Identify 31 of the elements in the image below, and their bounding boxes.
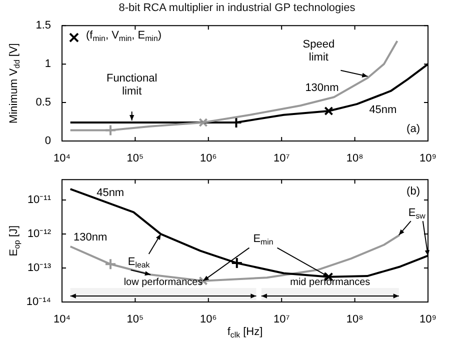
y-tick-label: 10⁻¹⁴: [26, 296, 52, 308]
x-tick-label: 10⁵: [126, 314, 144, 326]
y-tick-label: 0: [44, 135, 51, 148]
x-tick-label: 10⁴: [54, 152, 71, 165]
series-label: 45nm: [369, 104, 397, 116]
x-tick-label: 10⁹: [420, 314, 436, 326]
y-tick-label: 10⁻¹¹: [27, 194, 52, 206]
x-tick-label: 10⁷: [273, 152, 290, 165]
y-tick-label: 10⁻¹²: [27, 228, 52, 240]
annotation: Speed limit: [302, 38, 335, 64]
band-label: mid performances: [290, 276, 370, 288]
x-tick-label: 10⁸: [346, 314, 364, 326]
band-label: low performances: [124, 276, 203, 288]
series-label: 130nm: [74, 232, 108, 244]
x-tick-label: 10⁶: [200, 152, 217, 165]
y-tick-label: 1.5: [36, 20, 51, 32]
x-tick-label: 10⁵: [126, 152, 144, 165]
x-tick-label: 10⁴: [54, 314, 71, 326]
x-tick-label: 10⁶: [200, 314, 217, 326]
chart-title: 8-bit RCA multiplier in industrial GP technologies: [118, 1, 356, 16]
annotation: Functional limit: [106, 72, 158, 98]
x-tick-label: 10⁷: [273, 314, 290, 326]
y-tick-label: 10⁻¹³: [27, 262, 52, 274]
series-label: 45nm: [96, 187, 124, 200]
x-tick-label: 10⁹: [420, 152, 436, 165]
annotation: (b): [406, 186, 420, 198]
series-label: 130nm: [305, 82, 339, 94]
y-tick-label: 0.5: [36, 96, 51, 109]
y-tick-label: 1: [44, 58, 51, 70]
x-tick-label: 10⁸: [346, 152, 364, 165]
annotation: (a): [406, 123, 420, 136]
